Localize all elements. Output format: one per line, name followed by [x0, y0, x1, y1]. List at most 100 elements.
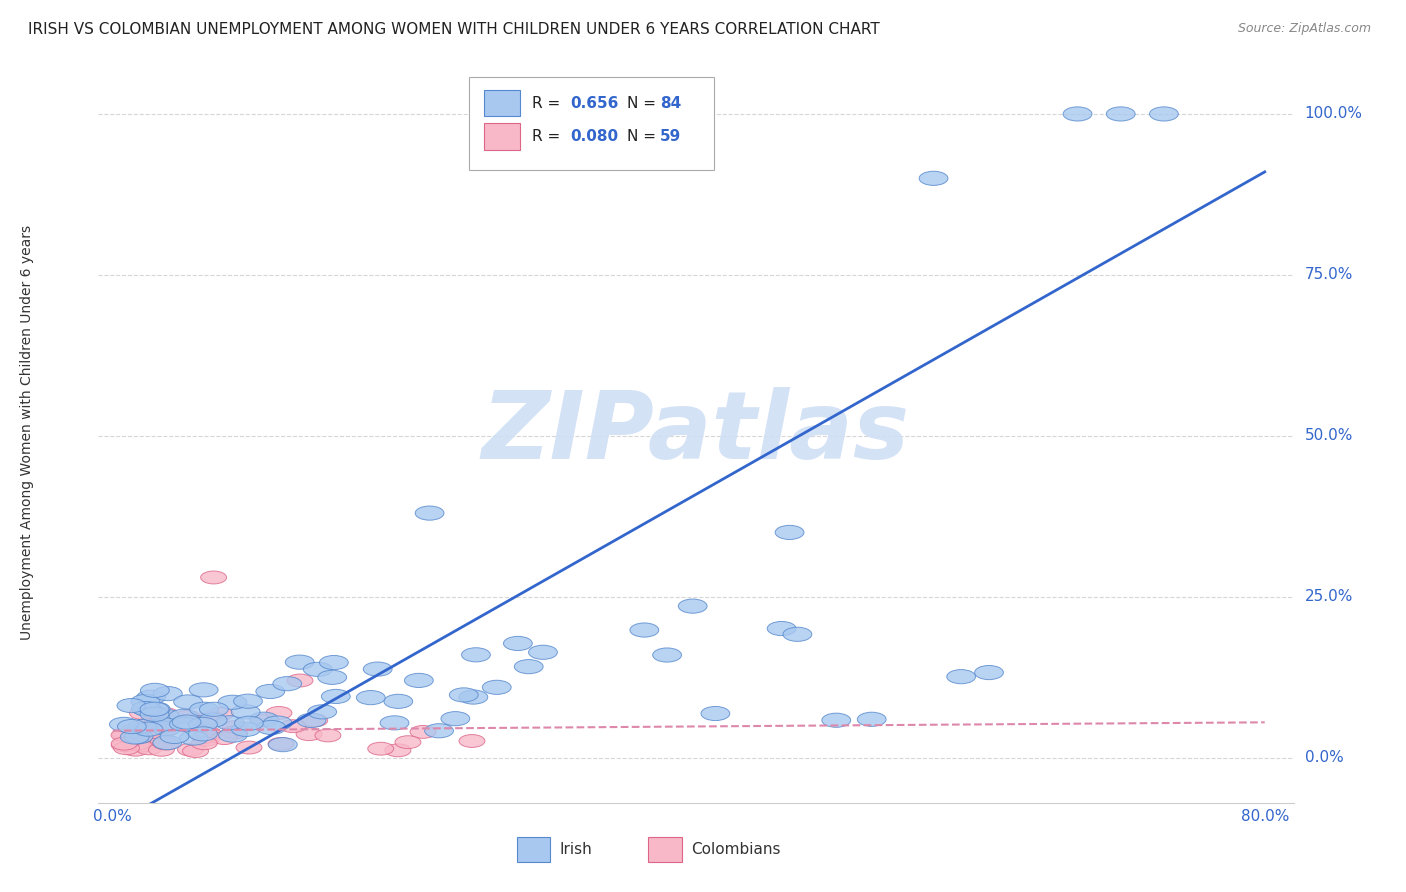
- Ellipse shape: [297, 714, 326, 728]
- Ellipse shape: [110, 717, 138, 731]
- Ellipse shape: [356, 690, 385, 705]
- Ellipse shape: [188, 727, 218, 741]
- Ellipse shape: [188, 717, 218, 731]
- FancyBboxPatch shape: [485, 90, 520, 117]
- Ellipse shape: [461, 648, 491, 662]
- Text: 50.0%: 50.0%: [1305, 428, 1353, 443]
- FancyBboxPatch shape: [517, 837, 550, 862]
- Ellipse shape: [136, 690, 166, 705]
- Text: 0.0%: 0.0%: [93, 809, 132, 824]
- Ellipse shape: [145, 715, 170, 728]
- Ellipse shape: [170, 717, 198, 731]
- Text: 80.0%: 80.0%: [1240, 809, 1289, 824]
- Ellipse shape: [141, 707, 169, 722]
- Ellipse shape: [111, 739, 138, 752]
- Ellipse shape: [191, 717, 218, 730]
- Text: 59: 59: [661, 129, 682, 144]
- Ellipse shape: [117, 698, 146, 713]
- Ellipse shape: [141, 719, 166, 732]
- Ellipse shape: [783, 627, 811, 641]
- Ellipse shape: [425, 723, 454, 738]
- Ellipse shape: [482, 681, 512, 694]
- Text: N =: N =: [627, 95, 655, 111]
- Ellipse shape: [211, 731, 238, 745]
- Ellipse shape: [136, 742, 162, 755]
- Ellipse shape: [183, 745, 208, 757]
- Ellipse shape: [180, 731, 208, 745]
- Ellipse shape: [149, 743, 174, 756]
- FancyBboxPatch shape: [648, 837, 682, 862]
- Ellipse shape: [152, 724, 177, 737]
- Ellipse shape: [136, 731, 162, 744]
- Ellipse shape: [218, 728, 247, 742]
- Ellipse shape: [380, 715, 409, 730]
- Ellipse shape: [207, 707, 233, 721]
- Ellipse shape: [193, 731, 218, 743]
- Ellipse shape: [269, 738, 297, 752]
- Ellipse shape: [145, 714, 170, 726]
- Ellipse shape: [920, 171, 948, 186]
- Ellipse shape: [405, 673, 433, 688]
- Ellipse shape: [124, 738, 150, 750]
- Text: 84: 84: [661, 95, 682, 111]
- Ellipse shape: [384, 694, 413, 708]
- Ellipse shape: [280, 720, 307, 732]
- Ellipse shape: [946, 670, 976, 684]
- Ellipse shape: [458, 734, 485, 747]
- Ellipse shape: [1150, 107, 1178, 121]
- Ellipse shape: [201, 571, 226, 584]
- Ellipse shape: [411, 725, 436, 739]
- Ellipse shape: [191, 737, 218, 749]
- Ellipse shape: [630, 623, 659, 637]
- Ellipse shape: [415, 506, 444, 520]
- Ellipse shape: [190, 682, 218, 697]
- Ellipse shape: [152, 720, 177, 732]
- Ellipse shape: [135, 718, 162, 731]
- Ellipse shape: [153, 736, 181, 749]
- Ellipse shape: [153, 715, 180, 728]
- Text: 75.0%: 75.0%: [1305, 268, 1353, 283]
- Ellipse shape: [858, 712, 886, 726]
- Ellipse shape: [974, 665, 1004, 680]
- Ellipse shape: [823, 713, 851, 727]
- Ellipse shape: [150, 709, 180, 723]
- Text: R =: R =: [533, 129, 565, 144]
- Ellipse shape: [169, 709, 198, 723]
- Ellipse shape: [118, 720, 146, 733]
- Ellipse shape: [141, 731, 166, 744]
- Ellipse shape: [143, 725, 169, 739]
- Ellipse shape: [198, 713, 228, 727]
- Ellipse shape: [232, 723, 260, 737]
- Ellipse shape: [257, 721, 285, 735]
- Ellipse shape: [319, 656, 349, 670]
- Ellipse shape: [315, 729, 340, 742]
- Ellipse shape: [112, 728, 139, 741]
- Ellipse shape: [252, 714, 277, 727]
- Ellipse shape: [529, 645, 557, 659]
- Ellipse shape: [503, 636, 533, 650]
- Text: Irish: Irish: [560, 842, 592, 857]
- Ellipse shape: [678, 599, 707, 613]
- Ellipse shape: [249, 712, 278, 726]
- Ellipse shape: [285, 655, 314, 669]
- Ellipse shape: [222, 726, 247, 739]
- Ellipse shape: [318, 670, 347, 684]
- Ellipse shape: [236, 741, 262, 754]
- Ellipse shape: [1107, 107, 1135, 121]
- Ellipse shape: [515, 659, 543, 673]
- Ellipse shape: [111, 729, 136, 741]
- Ellipse shape: [222, 721, 247, 733]
- Ellipse shape: [143, 707, 169, 720]
- Ellipse shape: [131, 701, 160, 715]
- Ellipse shape: [302, 714, 328, 727]
- Ellipse shape: [322, 690, 350, 704]
- Ellipse shape: [150, 735, 176, 747]
- Ellipse shape: [131, 695, 160, 708]
- Ellipse shape: [152, 707, 179, 721]
- Ellipse shape: [308, 705, 336, 719]
- Ellipse shape: [441, 712, 470, 726]
- Ellipse shape: [235, 716, 263, 731]
- Ellipse shape: [121, 723, 148, 737]
- Text: Colombians: Colombians: [692, 842, 780, 857]
- Text: ZIPatlas: ZIPatlas: [482, 386, 910, 479]
